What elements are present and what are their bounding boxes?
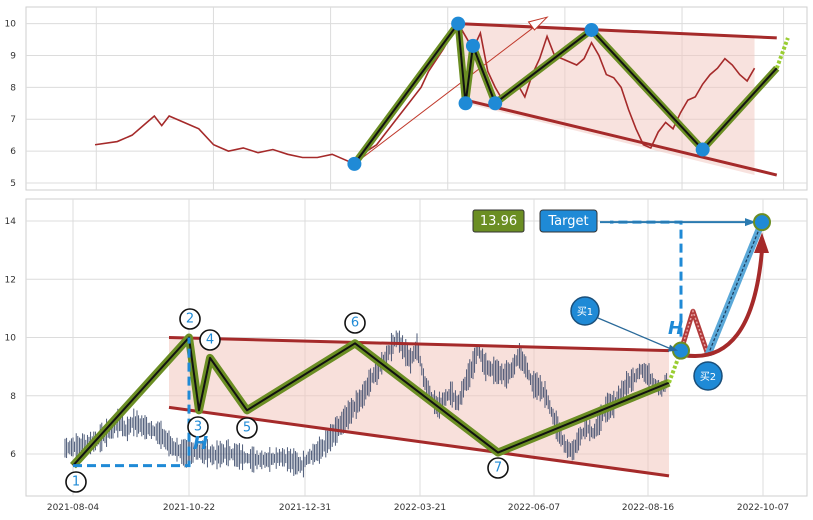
overview-price-line [94, 21, 756, 165]
overview-pivot-dot [695, 142, 710, 157]
pattern-x-tick: 2022-06-07 [508, 503, 560, 513]
pattern-zigzag-black [72, 336, 670, 467]
pivot-label-2: 2 [186, 312, 194, 327]
rise-to-target-inner [707, 221, 763, 356]
pattern-breakout-dotted [667, 349, 683, 384]
height-measure-left [73, 337, 191, 468]
pivot-label-5: 5 [243, 421, 251, 436]
pivot-label-1: 1 [72, 475, 80, 490]
buy-2-label: 买2 [700, 371, 716, 383]
pivot-label-circle-7 [487, 457, 509, 479]
pivot-label-6: 6 [351, 316, 359, 331]
price-series-line [94, 21, 756, 165]
overview-y-tick: 10 [5, 20, 17, 30]
pivot-label-circle-2 [179, 308, 201, 330]
pattern-y-tick-labels: 6 8 10 12 14 [5, 217, 17, 460]
overview-breakout-projection [774, 37, 790, 69]
pivot-label-7: 7 [494, 461, 502, 476]
pattern-x-tick: 2022-03-21 [394, 503, 446, 513]
overview-pivot-dot [451, 16, 466, 31]
target-marker [753, 213, 771, 232]
overview-y-tick: 5 [10, 179, 16, 189]
pattern-annotations: 1 2 3 4 5 6 7 [65, 213, 771, 493]
target-arrowhead [745, 218, 756, 227]
pattern-zigzag [70, 333, 683, 469]
target-label-text: Target [547, 214, 588, 229]
pattern-x-tick: 2021-10-22 [163, 503, 215, 513]
pivot-label-circle-6 [344, 312, 366, 334]
overview-projection-line [354, 16, 548, 165]
overview-zigzag [351, 20, 790, 166]
pivot-label-3: 3 [194, 420, 202, 435]
pattern-y-tick: 14 [5, 217, 17, 227]
overview-pivot-dot [347, 156, 362, 171]
overview-pivot-dot [488, 96, 503, 111]
overview-y-tick-labels: 5 6 7 8 9 10 [5, 20, 17, 189]
overview-wedge [458, 23, 755, 176]
pattern-y-tick: 10 [5, 334, 17, 344]
pattern-x-tick-labels: 2021-08-04 2021-10-22 2021-12-31 2022-03-21… [47, 503, 789, 513]
pattern-x-tick: 2022-10-07 [737, 503, 789, 513]
pattern-x-tick: 2022-08-16 [622, 503, 675, 513]
pattern-x-tick: 2021-12-31 [279, 503, 331, 513]
pattern-x-tick: 2021-08-04 [47, 503, 100, 513]
overview-pivot-dot [584, 22, 599, 37]
overview-projection-arrowhead [527, 16, 549, 31]
overview-support-line [465, 98, 778, 177]
pivot-label-circle-5 [236, 417, 258, 439]
pattern-y-tick: 6 [10, 450, 16, 460]
h-label-left: H [193, 433, 208, 454]
overview-y-tick: 7 [10, 115, 16, 125]
buy-1-label: 买1 [577, 306, 593, 318]
pattern-wedge-fill [169, 337, 669, 476]
pullback-path-inner [680, 308, 709, 356]
pattern-resistance-line [168, 336, 670, 353]
overview-y-tick: 8 [10, 83, 16, 93]
pivot-label-circle-3 [187, 416, 209, 438]
pivot-label-4: 4 [206, 333, 214, 348]
buy-1-marker: 买1 [570, 296, 600, 326]
target-label-box: Target [539, 209, 598, 233]
overview-zigzag-black [353, 22, 778, 165]
curved-arrowhead [754, 232, 769, 254]
overview-wedge-fill [458, 23, 755, 176]
overview-pivot-dot [458, 96, 473, 111]
pivot-label-circle-1 [65, 471, 87, 493]
buy-1-pointer-head [668, 344, 678, 352]
overview-resistance-line [458, 22, 777, 40]
overview-y-tick: 9 [10, 51, 16, 61]
buy-2-marker: 买2 [693, 361, 723, 391]
pattern-y-tick: 12 [5, 275, 16, 285]
curved-arrow [682, 249, 764, 359]
target-value-box: 13.96 [472, 209, 525, 233]
pattern-y-tick: 8 [10, 392, 16, 402]
overview-pivot-dot [465, 38, 480, 53]
buy-1-pointer [597, 317, 676, 352]
overview-y-tick: 6 [10, 147, 16, 157]
target-value-text: 13.96 [480, 214, 517, 229]
pattern-wedge [169, 337, 669, 476]
pivot-label-circle-4 [199, 329, 221, 351]
overview-panel: 5 6 7 8 9 10 [5, 6, 808, 191]
h-label-right: H [668, 318, 683, 339]
overview-pivot-markers [347, 16, 710, 171]
